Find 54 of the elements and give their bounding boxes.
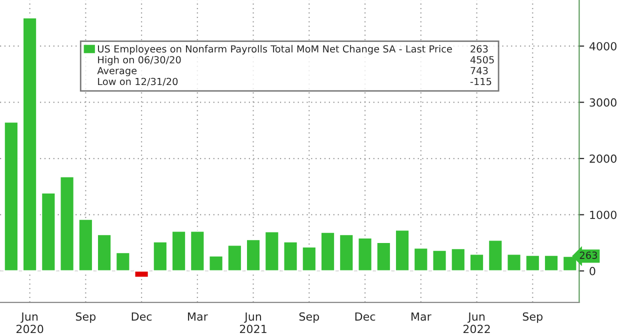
y-tick-label: 4000 <box>589 42 616 50</box>
bar <box>450 248 466 272</box>
x-tick-label: Mar <box>412 312 432 321</box>
bar <box>226 244 242 272</box>
bar <box>190 230 206 272</box>
x-tick-label: Jun 2022 <box>463 312 490 334</box>
bar <box>282 241 298 272</box>
bar <box>488 239 504 272</box>
bar <box>40 192 56 272</box>
bar <box>3 121 19 272</box>
annotation: Average <box>97 67 137 76</box>
bar <box>544 254 559 272</box>
y-tick-label: 3000 <box>590 98 616 107</box>
bar <box>208 255 224 272</box>
text: 263 <box>580 252 597 259</box>
x-tick-label: Jun 2021 <box>240 312 266 334</box>
x-tick-label: Sep <box>299 312 320 323</box>
x-tick-label: Dec <box>355 312 376 321</box>
x-tick-label: Jun 2020 <box>16 312 44 334</box>
y-tick-label: 0 <box>590 266 596 276</box>
annotation: High on 06/30/20 <box>98 56 181 66</box>
bar <box>524 254 540 272</box>
annotation: Low on 12/31/20 <box>98 78 178 86</box>
y-tick-label: 1000 <box>590 210 616 220</box>
x-tick-label: Dec <box>132 312 152 321</box>
bar <box>432 249 448 272</box>
bar <box>301 246 317 272</box>
bar <box>22 17 38 272</box>
bar <box>394 229 410 272</box>
bar <box>413 247 429 272</box>
bar <box>134 270 150 278</box>
bar <box>59 176 75 272</box>
annotation: 4505 <box>470 56 494 64</box>
bar <box>171 230 186 272</box>
annotation: -115 <box>470 78 492 86</box>
legend-label: US Employees on Nonfarm Payrolls Total MoM Net Change SA - Last Price <box>98 45 452 54</box>
x-tick-label: Mar <box>188 312 208 321</box>
annotation: 743 <box>470 66 488 74</box>
bar <box>246 238 261 272</box>
bar <box>152 241 168 272</box>
bar <box>264 230 280 272</box>
bar <box>469 253 484 272</box>
bar <box>506 253 522 272</box>
bar <box>78 218 94 272</box>
bar <box>96 234 112 272</box>
bar <box>320 231 336 272</box>
bar <box>115 252 131 272</box>
bar <box>376 242 392 272</box>
bar <box>357 237 373 272</box>
x-tick-label: Sep <box>76 312 96 323</box>
annotation: 263 <box>470 45 488 53</box>
x-tick-label: Sep <box>522 312 543 323</box>
y-tick-label: 2000 <box>590 154 616 163</box>
bar <box>338 234 354 272</box>
